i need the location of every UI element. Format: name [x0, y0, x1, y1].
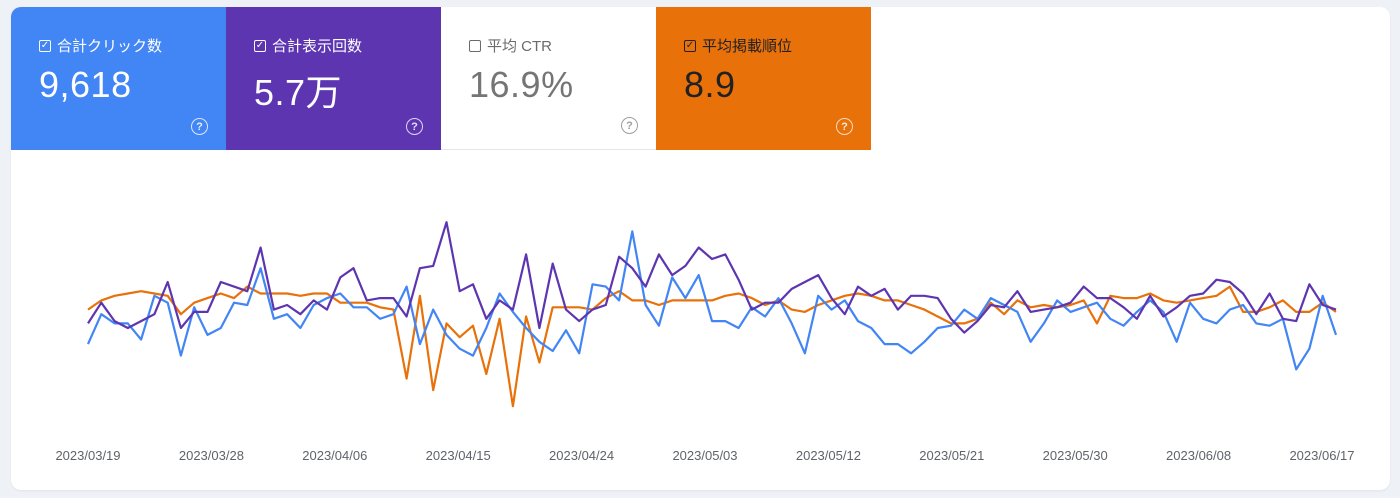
- metric-label: 平均掲載順位: [702, 38, 793, 55]
- help-icon[interactable]: ?: [621, 117, 638, 134]
- x-axis-tick-label: 2023/03/28: [179, 448, 244, 463]
- help-icon[interactable]: ?: [191, 118, 208, 135]
- metric-label: 平均 CTR: [487, 38, 552, 55]
- x-axis-tick-label: 2023/04/06: [302, 448, 367, 463]
- series-line-2[interactable]: [87, 285, 1337, 408]
- x-axis-tick-label: 2023/05/03: [672, 448, 737, 463]
- metric-value: 5.7万: [254, 72, 343, 113]
- metric-total-clicks[interactable]: ✓ 合計クリック数 9,618 ?: [11, 7, 226, 150]
- checkbox-checked-icon[interactable]: ✓: [39, 39, 51, 52]
- metric-value: 9,618: [39, 64, 132, 105]
- help-icon[interactable]: ?: [406, 118, 423, 135]
- x-axis-tick-label: 2023/05/30: [1043, 448, 1108, 463]
- metric-average-position[interactable]: ✓ 平均掲載順位 8.9 ?: [656, 7, 871, 150]
- metric-label: 合計クリック数: [57, 38, 163, 55]
- checkbox-checked-icon[interactable]: ✓: [684, 39, 696, 52]
- metric-average-ctr[interactable]: 平均 CTR 16.9% ?: [441, 7, 656, 150]
- help-icon[interactable]: ?: [836, 118, 853, 135]
- x-axis-tick-label: 2023/06/17: [1289, 448, 1354, 463]
- checkbox-unchecked-icon[interactable]: [469, 39, 481, 52]
- metric-label: 合計表示回数: [272, 38, 363, 55]
- x-axis-tick-label: 2023/03/19: [55, 448, 120, 463]
- x-axis-tick-label: 2023/04/24: [549, 448, 614, 463]
- x-axis-tick-label: 2023/06/08: [1166, 448, 1231, 463]
- metric-value: 16.9%: [469, 64, 574, 105]
- series-line-0[interactable]: [86, 230, 1338, 371]
- series-line-1[interactable]: [87, 221, 1337, 334]
- x-axis-tick-label: 2023/05/12: [796, 448, 861, 463]
- x-axis-tick-label: 2023/04/15: [426, 448, 491, 463]
- checkbox-checked-icon[interactable]: ✓: [254, 39, 266, 52]
- x-axis-tick-label: 2023/05/21: [919, 448, 984, 463]
- metric-total-impressions[interactable]: ✓ 合計表示回数 5.7万 ?: [226, 7, 441, 150]
- metric-value: 8.9: [684, 64, 736, 105]
